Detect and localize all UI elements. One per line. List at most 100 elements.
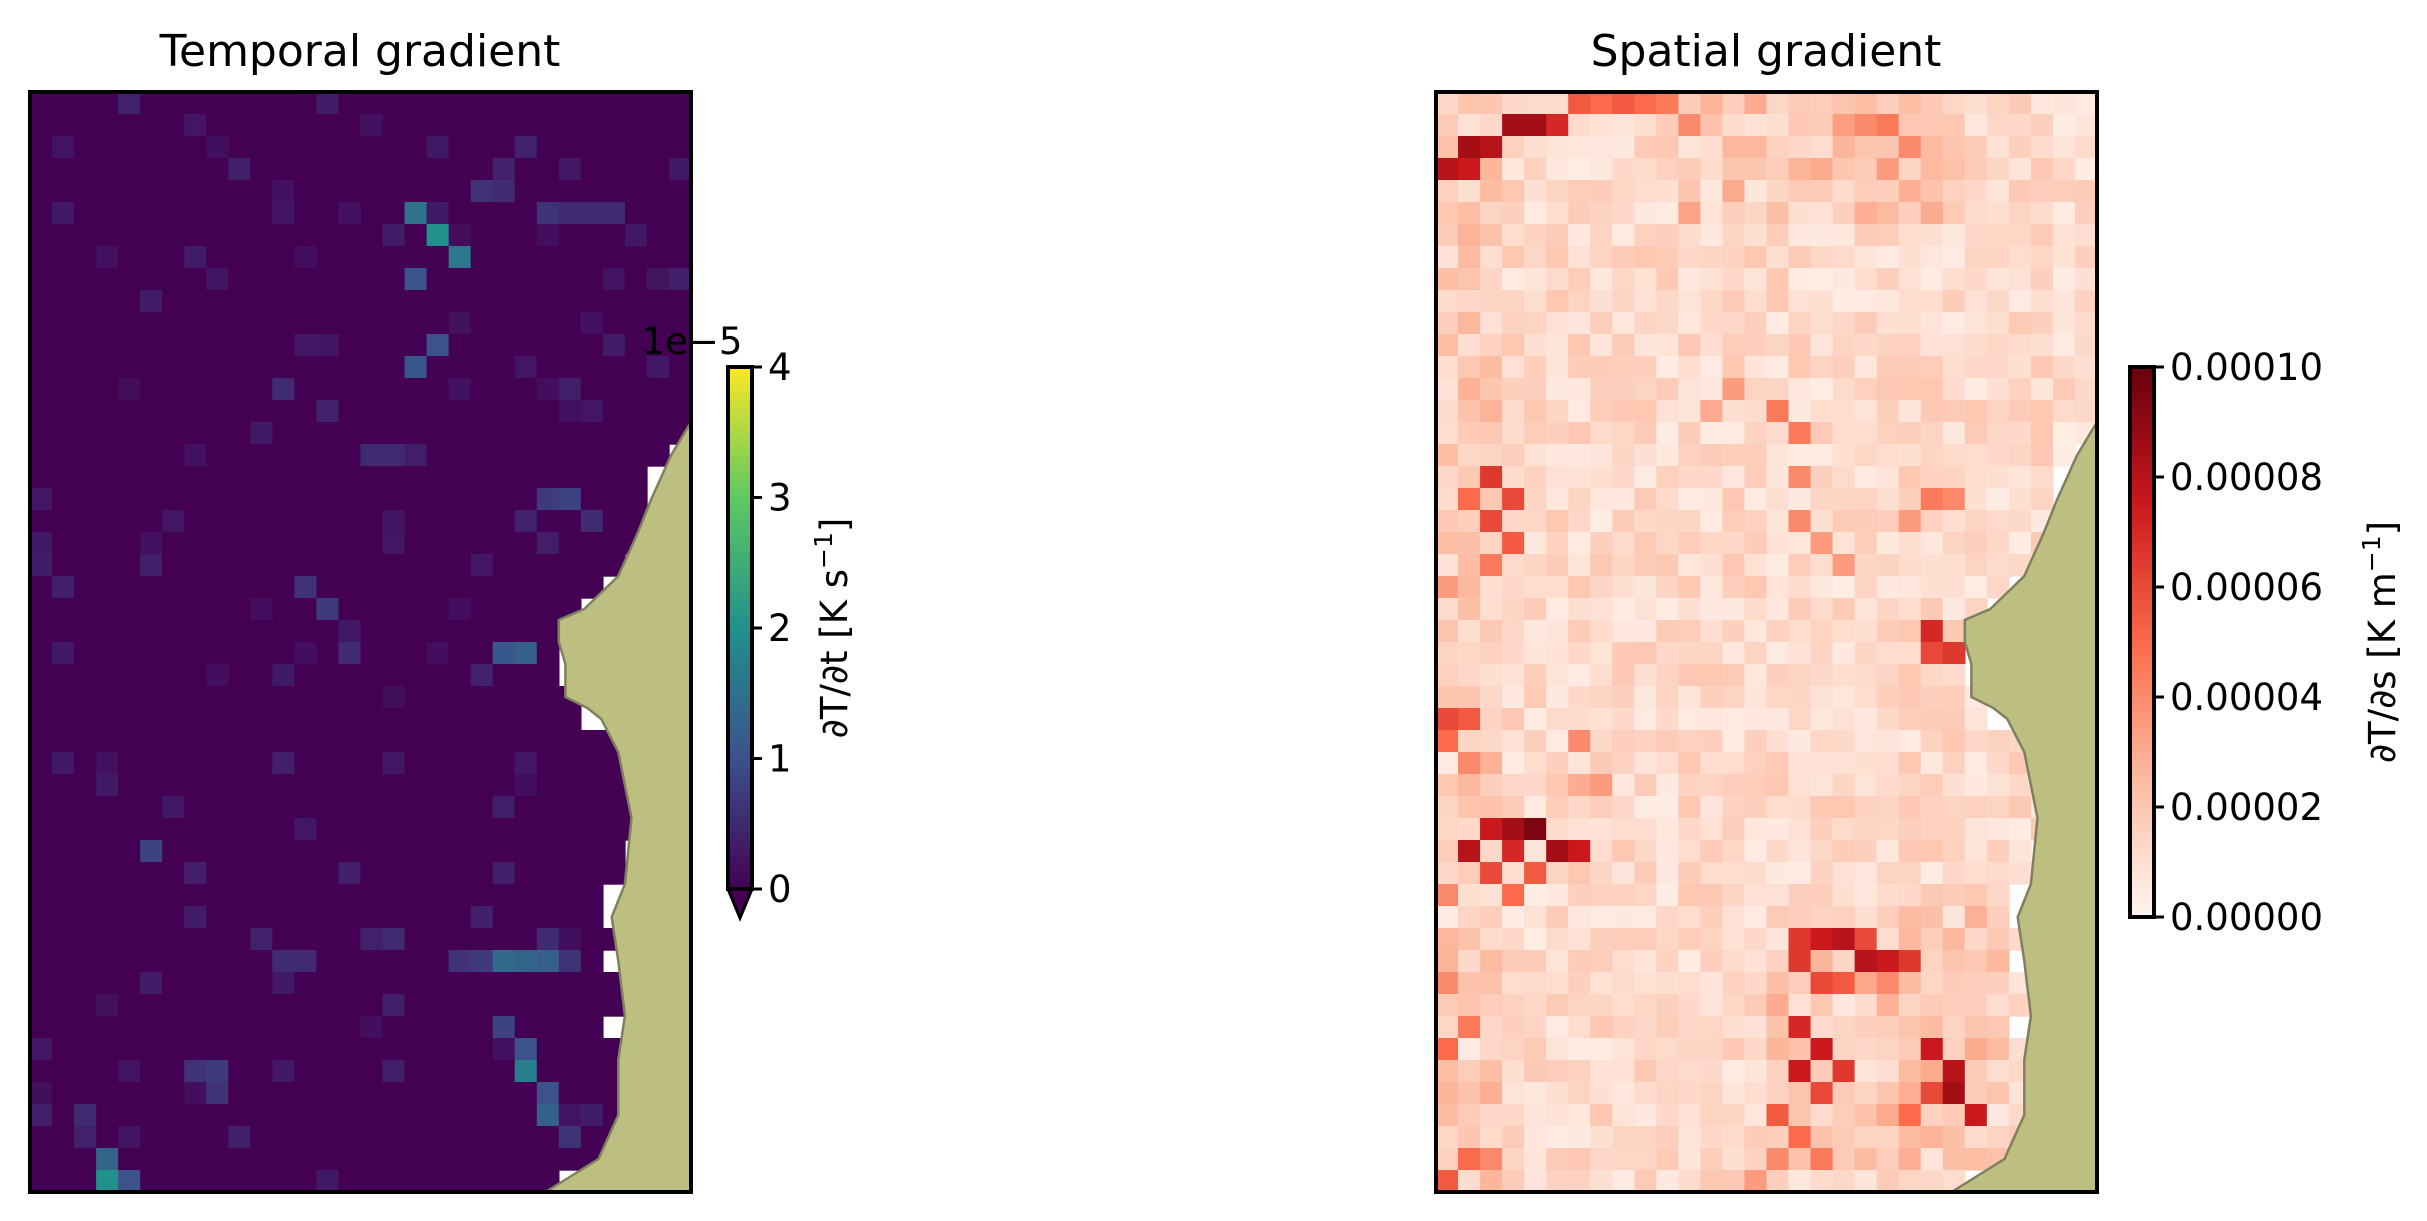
heatmap-cell (52, 224, 75, 247)
heatmap-cell (1854, 730, 1878, 753)
heatmap-cell (1854, 202, 1878, 225)
heatmap-cell (294, 818, 318, 841)
heatmap-cell (140, 312, 163, 335)
heatmap-cell (360, 1126, 384, 1149)
heatmap-cell (1942, 356, 1966, 379)
heatmap-cell (1766, 290, 1790, 313)
heatmap-cell (74, 202, 97, 225)
heatmap-cell (602, 400, 626, 423)
heatmap-cell (1700, 796, 1724, 819)
heatmap-cell (1920, 356, 1944, 379)
heatmap-cell (492, 400, 516, 423)
heatmap-cell (426, 994, 450, 1017)
heatmap-cell (1546, 1148, 1569, 1171)
heatmap-cell (294, 972, 318, 995)
heatmap-cell (1722, 752, 1746, 775)
heatmap-cell (1788, 510, 1812, 533)
heatmap-cell (470, 158, 494, 181)
heatmap-cell (1986, 202, 2010, 225)
heatmap-cell (536, 796, 560, 819)
heatmap-cell (1722, 642, 1746, 665)
heatmap-cell (1766, 774, 1790, 797)
heatmap-cell (1942, 664, 1966, 687)
heatmap-cell (338, 818, 362, 841)
heatmap-cell (426, 840, 450, 863)
heatmap-cell (30, 180, 53, 203)
heatmap-cell (2008, 268, 2032, 291)
heatmap-cell (580, 796, 604, 819)
heatmap-cell (1634, 1126, 1658, 1149)
heatmap-cell (404, 554, 428, 577)
heatmap-cell (206, 928, 229, 951)
heatmap-cell (118, 158, 141, 181)
heatmap-cell (1700, 972, 1724, 995)
heatmap-cell (1634, 730, 1658, 753)
heatmap-cell (492, 576, 516, 599)
heatmap-cell (1788, 114, 1812, 137)
heatmap-cell (1436, 1126, 1459, 1149)
heatmap-cell (558, 356, 582, 379)
heatmap-cell (1722, 994, 1746, 1017)
heatmap-cell (1876, 620, 1900, 643)
heatmap-cell (426, 290, 450, 313)
heatmap-cell (272, 400, 296, 423)
heatmap-cell (1832, 708, 1856, 731)
heatmap-cell (1810, 422, 1834, 445)
heatmap-cell (1722, 730, 1746, 753)
heatmap-cell (1766, 1126, 1790, 1149)
heatmap-cell (1722, 1016, 1746, 1039)
heatmap-cell (184, 1082, 207, 1105)
heatmap-cell (1480, 884, 1503, 907)
heatmap-cell (1964, 928, 1988, 951)
heatmap-cell (1458, 1170, 1481, 1192)
heatmap-cell (1744, 620, 1768, 643)
heatmap-cell (1854, 620, 1878, 643)
heatmap-cell (558, 312, 582, 335)
heatmap-cell (118, 1170, 141, 1192)
heatmap-cell (338, 400, 362, 423)
heatmap-cell (580, 312, 604, 335)
heatmap-cell (1458, 862, 1481, 885)
heatmap-cell (1898, 840, 1922, 863)
heatmap-cell (1810, 928, 1834, 951)
heatmap-cell (1634, 1148, 1658, 1171)
heatmap-cell (1722, 136, 1746, 159)
heatmap-cell (668, 202, 691, 225)
heatmap-cell (1590, 796, 1613, 819)
heatmap-cell (1810, 950, 1834, 973)
heatmap-cell (30, 378, 53, 401)
heatmap-cell (448, 818, 472, 841)
heatmap-cell (96, 774, 119, 797)
heatmap-cell (1568, 774, 1591, 797)
heatmap-cell (74, 796, 97, 819)
heatmap-cell (1788, 796, 1812, 819)
heatmap-cell (1656, 1038, 1680, 1061)
heatmap-cell (1766, 114, 1790, 137)
heatmap-cell (470, 928, 494, 951)
heatmap-cell (448, 400, 472, 423)
heatmap-cell (1524, 884, 1547, 907)
heatmap-cell (1832, 840, 1856, 863)
heatmap-cell (52, 686, 75, 709)
heatmap-cell (1920, 752, 1944, 775)
heatmap-cell (360, 906, 384, 929)
heatmap-cell (1480, 136, 1503, 159)
heatmap-cell (316, 312, 340, 335)
heatmap-cell (2008, 840, 2032, 863)
heatmap-cell (1634, 664, 1658, 687)
heatmap-cell (1810, 466, 1834, 489)
heatmap-cell (1524, 928, 1547, 951)
heatmap-cell (96, 642, 119, 665)
heatmap-cell (140, 1082, 163, 1105)
heatmap-cell (52, 598, 75, 621)
heatmap-cell (1458, 906, 1481, 929)
heatmap-cell (1788, 312, 1812, 335)
heatmap-cell (140, 422, 163, 445)
heatmap-cell (184, 1126, 207, 1149)
heatmap-cell (2008, 202, 2032, 225)
heatmap-cell (1766, 158, 1790, 181)
heatmap-cell (228, 884, 252, 907)
heatmap-cell (1458, 708, 1481, 731)
heatmap-cell (140, 950, 163, 973)
heatmap-cell (206, 884, 229, 907)
